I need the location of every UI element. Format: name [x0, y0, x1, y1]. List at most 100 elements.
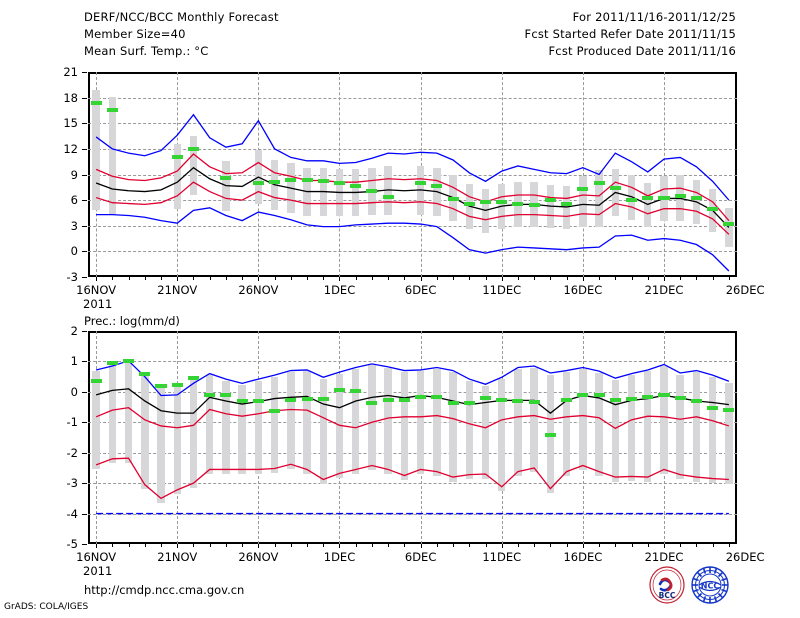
x-axis-tick-major	[339, 544, 341, 548]
x-axis-tick-major	[339, 277, 341, 281]
y-axis-tick-label: -5	[66, 537, 78, 551]
y-axis-tick-label: 21	[63, 65, 78, 79]
x-axis-tick-minor	[517, 544, 519, 547]
x-axis-tick-minor	[436, 544, 438, 547]
ensemble-spread-box	[270, 376, 279, 474]
ensemble-spread-box	[465, 380, 473, 480]
y-axis-tick	[82, 513, 87, 515]
forecast-period-label: For 2011/11/16-2011/12/25	[572, 10, 736, 24]
observation-marker	[366, 188, 378, 193]
series-line-upper-quartile	[95, 153, 730, 222]
x-axis-tick-minor	[112, 544, 114, 547]
observation-marker	[415, 395, 427, 400]
x-axis-tick-minor	[290, 544, 292, 547]
series-line-ensemble-mean	[95, 388, 729, 414]
y-axis-tick-label: 3	[70, 218, 78, 233]
forecast-produced-date-label: Fcst Produced Date 2011/11/16	[548, 44, 736, 58]
x-axis-tick-minor	[696, 544, 698, 547]
x-axis-tick-minor	[647, 277, 649, 280]
x-axis-tick-major	[258, 277, 260, 281]
y-axis-tick	[82, 97, 87, 99]
observation-marker	[236, 398, 248, 403]
x-axis-tick-minor	[485, 277, 487, 280]
x-axis-tick-major	[582, 277, 584, 281]
y-axis-tick-label: 9	[70, 167, 78, 182]
y-axis-tick-label: -2	[66, 445, 78, 460]
x-axis-tick-major	[582, 544, 584, 548]
observation-marker	[463, 400, 475, 405]
x-axis-tick-label: 21DEC	[644, 283, 684, 297]
y-axis-tick	[82, 391, 87, 393]
observation-marker	[561, 398, 573, 403]
temperature-plot-area	[88, 72, 737, 277]
x-axis-tick-label: 16DEC	[563, 550, 603, 564]
precipitation-plot-area	[88, 331, 737, 544]
ensemble-spread-box	[189, 136, 198, 195]
ensemble-spread-box	[189, 379, 198, 488]
y-axis-tick	[82, 422, 87, 424]
x-axis-tick-label: 6DEC	[404, 550, 437, 564]
x-axis-tick-major	[420, 277, 422, 281]
x-axis-tick-major	[258, 544, 260, 548]
y-axis-tick-label: -4	[66, 506, 78, 521]
x-axis-tick-minor	[161, 277, 162, 280]
series-line-maximum	[95, 113, 730, 201]
observation-marker	[90, 100, 102, 105]
x-axis-tick-label: 1DEC	[323, 283, 356, 297]
observation-marker	[155, 383, 167, 388]
ensemble-spread-box	[514, 369, 522, 477]
x-axis-tick-label: 6DEC	[404, 283, 437, 297]
observation-marker	[479, 199, 492, 204]
x-axis-tick-minor	[566, 544, 568, 547]
x-axis-tick-label: 16NOV	[76, 550, 117, 564]
x-axis-tick-minor	[550, 544, 552, 547]
source-url[interactable]: http://cmdp.ncc.cma.gov.cn	[84, 583, 245, 597]
x-axis-tick-minor	[274, 277, 276, 280]
observation-marker	[463, 201, 475, 206]
ensemble-spread-box	[287, 372, 295, 469]
observation-marker	[658, 195, 670, 200]
ensemble-spread-box	[238, 384, 246, 474]
x-axis-tick-minor	[680, 277, 682, 280]
x-axis-tick-minor	[144, 277, 146, 280]
ensemble-spread-box	[627, 375, 636, 481]
ensemble-spread-box	[595, 372, 603, 477]
x-axis-tick-minor	[225, 544, 227, 547]
ensemble-spread-box	[400, 372, 409, 481]
x-axis-tick-label: 16NOV	[76, 283, 117, 297]
ensemble-spread-box	[384, 368, 392, 474]
observation-marker	[431, 395, 443, 400]
observation-marker	[658, 392, 670, 397]
x-axis-tick-minor	[728, 544, 730, 547]
y-axis-tick	[82, 361, 87, 363]
x-axis-tick-minor	[388, 544, 390, 547]
observation-marker	[642, 195, 654, 200]
x-axis-tick-minor	[485, 544, 487, 547]
gridline-horizontal	[88, 422, 737, 424]
x-axis-tick-minor	[225, 277, 227, 280]
top-panel-axis-title: Mean Surf. Temp.: °C	[84, 44, 209, 58]
y-axis-tick	[82, 544, 87, 545]
observation-marker	[333, 388, 345, 393]
x-axis-tick-label: 11DEC	[482, 550, 522, 564]
ensemble-spread-box	[222, 380, 230, 474]
x-axis-tick-minor	[290, 277, 292, 280]
x-axis-tick-major	[420, 544, 422, 548]
series-line-lower-quartile	[95, 181, 730, 235]
observation-marker	[123, 359, 135, 364]
observation-marker	[350, 183, 362, 188]
x-axis-tick-minor	[631, 277, 633, 280]
observation-marker	[317, 397, 329, 402]
temperature-panel	[88, 72, 737, 277]
x-axis-tick-label: 26DEC	[725, 550, 765, 564]
y-axis-tick	[82, 225, 87, 227]
observation-marker	[220, 175, 232, 180]
x-axis-tick-minor	[599, 544, 601, 547]
y-axis-tick-label: 18	[63, 90, 78, 105]
series-line-minimum	[96, 207, 730, 272]
x-axis-tick-minor	[631, 544, 633, 547]
gridline-horizontal	[88, 361, 737, 363]
x-axis-tick-label: 16DEC	[563, 283, 603, 297]
y-axis-tick-label: 0	[70, 244, 78, 259]
ensemble-spread-box	[530, 367, 538, 473]
